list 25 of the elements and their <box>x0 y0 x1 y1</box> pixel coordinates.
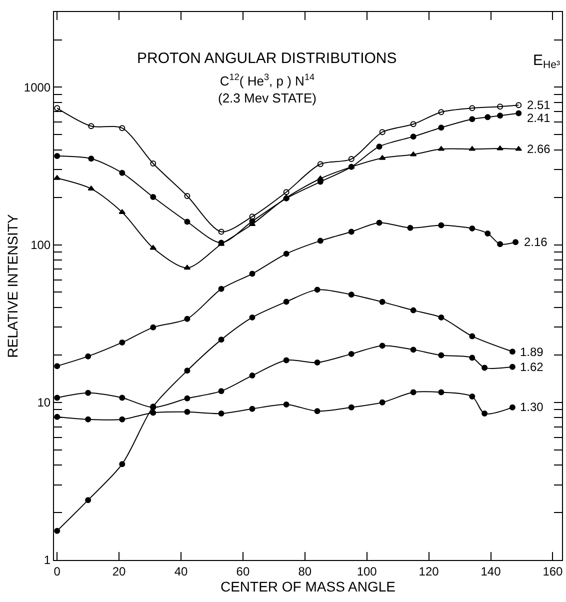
x-axis-title: CENTER OF MASS ANGLE <box>220 578 396 595</box>
legend-label: 1.30 <box>520 400 544 414</box>
x-tick-label: 0 <box>54 564 61 578</box>
legend-label: 1.89 <box>520 345 544 359</box>
legend-label: 2.41 <box>527 111 551 125</box>
x-tick-label: 140 <box>480 564 502 578</box>
text: PROTON ANGULAR DISTRIBUTIONS <box>137 50 397 67</box>
legend-label: 2.51 <box>527 98 551 112</box>
x-tick-label: 100 <box>356 564 378 578</box>
legend-title: E$_{He³}$ <box>533 52 560 72</box>
x-tick-label: 40 <box>174 564 188 578</box>
x-tick-label: 120 <box>418 564 440 578</box>
text: C$^{12}$( He$^{3}$, p ) N$^{14}$ (2.3 Mev STATE) <box>218 72 316 106</box>
y-tick-label: 100 <box>30 238 51 252</box>
legend-label: 2.16 <box>524 235 548 249</box>
y-tick-label: 1 <box>44 553 51 568</box>
y-tick-label: 10 <box>37 396 51 410</box>
x-tick-label: 80 <box>298 564 312 578</box>
y-tick-label: 1000 <box>24 80 51 94</box>
x-tick-label: 60 <box>236 564 250 578</box>
x-tick-label: 20 <box>112 564 126 578</box>
y-axis-title: RELATIVE INTENSITY <box>4 214 20 358</box>
series-label: 1.62 <box>520 360 544 374</box>
legend-label: 2.66 <box>527 142 551 156</box>
x-tick-label: 160 <box>542 564 564 578</box>
